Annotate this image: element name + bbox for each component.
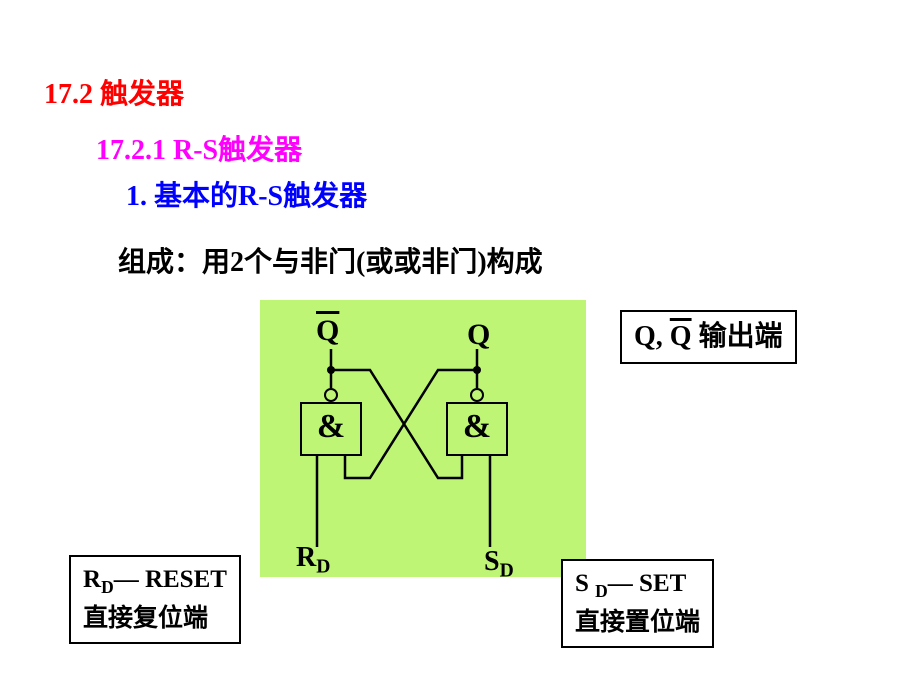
subheading-basic-rs: 1. 基本的R-S触发器 — [126, 174, 367, 214]
section-heading-17-2-1: 17.2.1 R-S触发器 — [96, 128, 302, 168]
q-label: Q — [467, 318, 490, 352]
q-bar-label: Q — [316, 314, 339, 348]
diagram-wires — [260, 300, 586, 577]
output-info-box: Q, Q 输出端 — [620, 310, 797, 364]
composition-text: 组成：用2个与非门(或或非门)构成 — [118, 240, 543, 280]
sd-label: SD — [484, 546, 514, 583]
reset-info-box: RD— RESET 直接复位端 — [69, 555, 241, 644]
section-heading-17-2: 17.2 触发器 — [44, 72, 184, 112]
set-info-box: S D— SET 直接置位端 — [561, 559, 714, 648]
rd-label: RD — [296, 542, 330, 579]
